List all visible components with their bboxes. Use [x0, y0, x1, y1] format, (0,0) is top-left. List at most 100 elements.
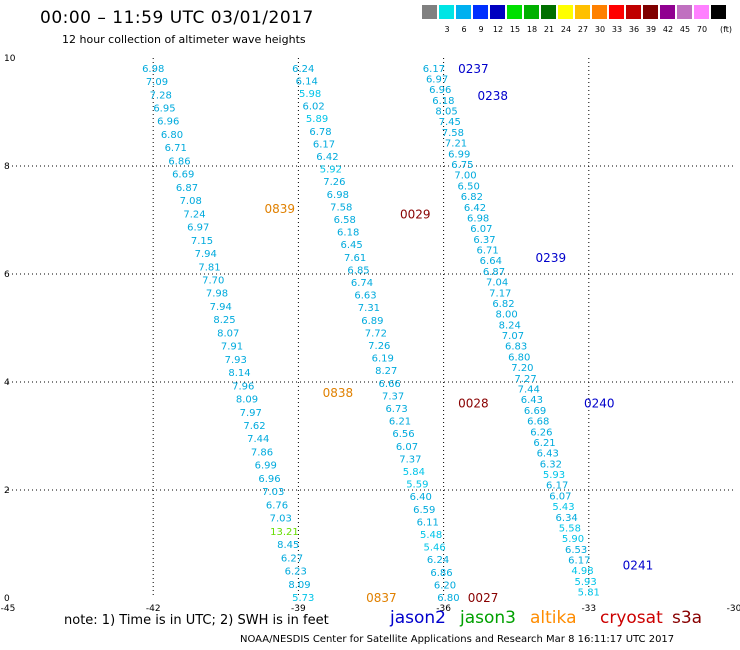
swh-value: 7.03 [262, 487, 284, 498]
time-label: 0029 [400, 208, 431, 222]
swh-value: 6.76 [266, 500, 288, 511]
swh-value: 6.96 [258, 474, 280, 485]
swh-value: 6.82 [461, 192, 483, 203]
swh-value: 6.07 [549, 491, 571, 502]
swh-value: 6.43 [537, 449, 559, 460]
scale-swatch [507, 5, 522, 19]
swh-value: 6.59 [413, 505, 435, 516]
x-tick-label: -30 [727, 604, 740, 614]
swh-value: 5.48 [420, 530, 442, 541]
scale-swatch [558, 5, 573, 19]
swh-value: 7.81 [198, 262, 220, 273]
swh-value: 7.97 [240, 408, 262, 419]
scale-label: 6 [461, 25, 467, 34]
swh-value: 7.45 [439, 117, 461, 128]
x-tick-label: -42 [146, 604, 161, 614]
scale-label: 15 [509, 25, 521, 34]
scale-label: 21 [543, 25, 555, 34]
swh-value: 7.93 [225, 355, 247, 366]
grid-lines [8, 58, 734, 598]
swh-value: 6.69 [172, 170, 194, 181]
scale-label: 30 [594, 25, 606, 34]
swh-value: 8.09 [288, 580, 310, 591]
swh-value: 6.42 [464, 203, 486, 214]
swh-value: 8.00 [495, 310, 517, 321]
swh-value: 7.98 [206, 289, 228, 300]
swh-value: 6.95 [153, 103, 175, 114]
swh-value: 7.86 [251, 447, 273, 458]
swh-value: 8.14 [228, 368, 250, 379]
swh-value: 7.17 [489, 288, 511, 299]
time-label: 0239 [536, 251, 567, 265]
scale-label: 3 [444, 25, 450, 34]
swh-value: 6.26 [530, 427, 552, 438]
swh-value: 6.34 [556, 513, 578, 524]
swh-value: 6.18 [432, 96, 454, 107]
swh-value: 5.84 [403, 467, 425, 478]
swh-value: 5.92 [320, 165, 342, 176]
swh-value: 7.31 [358, 303, 380, 314]
swh-value: 6.43 [521, 395, 543, 406]
swh-value: 8.07 [217, 328, 239, 339]
swh-value: 6.07 [470, 224, 492, 235]
scale-label: 70 [696, 25, 708, 34]
scale-swatch [456, 5, 471, 19]
legend-jason3: jason3 [460, 608, 516, 628]
swh-value: 7.09 [146, 77, 168, 88]
swh-value: 7.37 [399, 454, 421, 465]
swh-value: 6.17 [313, 139, 335, 150]
scale-swatch [643, 5, 658, 19]
scale-swatch [541, 5, 556, 19]
swh-value: 6.58 [334, 215, 356, 226]
swh-value: 7.94 [195, 249, 217, 260]
swh-value: 5.90 [562, 534, 584, 545]
x-tick-label: -33 [581, 604, 596, 614]
swh-value: 5.59 [406, 480, 428, 491]
scale-swatch [609, 5, 624, 19]
scale-swatch [422, 5, 437, 19]
scale-label: 27 [577, 25, 589, 34]
swh-value: 6.74 [351, 278, 373, 289]
swh-value: 6.24 [427, 555, 449, 566]
swh-value: 6.17 [568, 556, 590, 567]
scale-swatch [575, 5, 590, 19]
swh-value: 6.69 [524, 406, 546, 417]
swh-value: 6.98 [467, 213, 489, 224]
scale-swatch [626, 5, 641, 19]
scale-swatch [524, 5, 539, 19]
swh-value: 5.58 [559, 523, 581, 534]
swh-value: 4.98 [571, 566, 593, 577]
scale-label: 33 [611, 25, 623, 34]
scale-label: 18 [526, 25, 538, 34]
swh-value: 6.86 [430, 568, 452, 579]
time-label: 0238 [477, 89, 508, 103]
swh-value: 7.72 [365, 328, 387, 339]
swh-value: 6.24 [292, 64, 314, 75]
scale-unit-label: (ft) [719, 25, 733, 34]
time-label: 0027 [468, 591, 499, 605]
swh-value: 6.98 [142, 64, 164, 75]
swh-value: 6.21 [533, 438, 555, 449]
y-tick-label: 2 [4, 486, 10, 496]
swh-value: 5.46 [423, 543, 445, 554]
legend-cryosat: cryosat [600, 608, 663, 628]
swh-value: 6.96 [429, 85, 451, 96]
scale-swatch [660, 5, 675, 19]
swh-value: 6.07 [396, 442, 418, 453]
page-subtitle: 12 hour collection of altimeter wave hei… [62, 33, 306, 46]
swh-value: 7.28 [150, 90, 172, 101]
swh-value: 6.40 [410, 492, 432, 503]
swh-value: 8.27 [375, 366, 397, 377]
swh-value: 7.08 [180, 196, 202, 207]
swh-value: 6.83 [505, 342, 527, 353]
swh-value: 7.62 [243, 421, 265, 432]
swh-value: 6.97 [187, 223, 209, 234]
swh-value: 6.50 [458, 181, 480, 192]
swh-value: 7.37 [382, 391, 404, 402]
scale-label: 36 [628, 25, 640, 34]
swh-value: 8.09 [236, 395, 258, 406]
swh-value: 6.42 [316, 152, 338, 163]
swh-value: 6.80 [508, 352, 530, 363]
swh-value: 6.17 [423, 64, 445, 75]
